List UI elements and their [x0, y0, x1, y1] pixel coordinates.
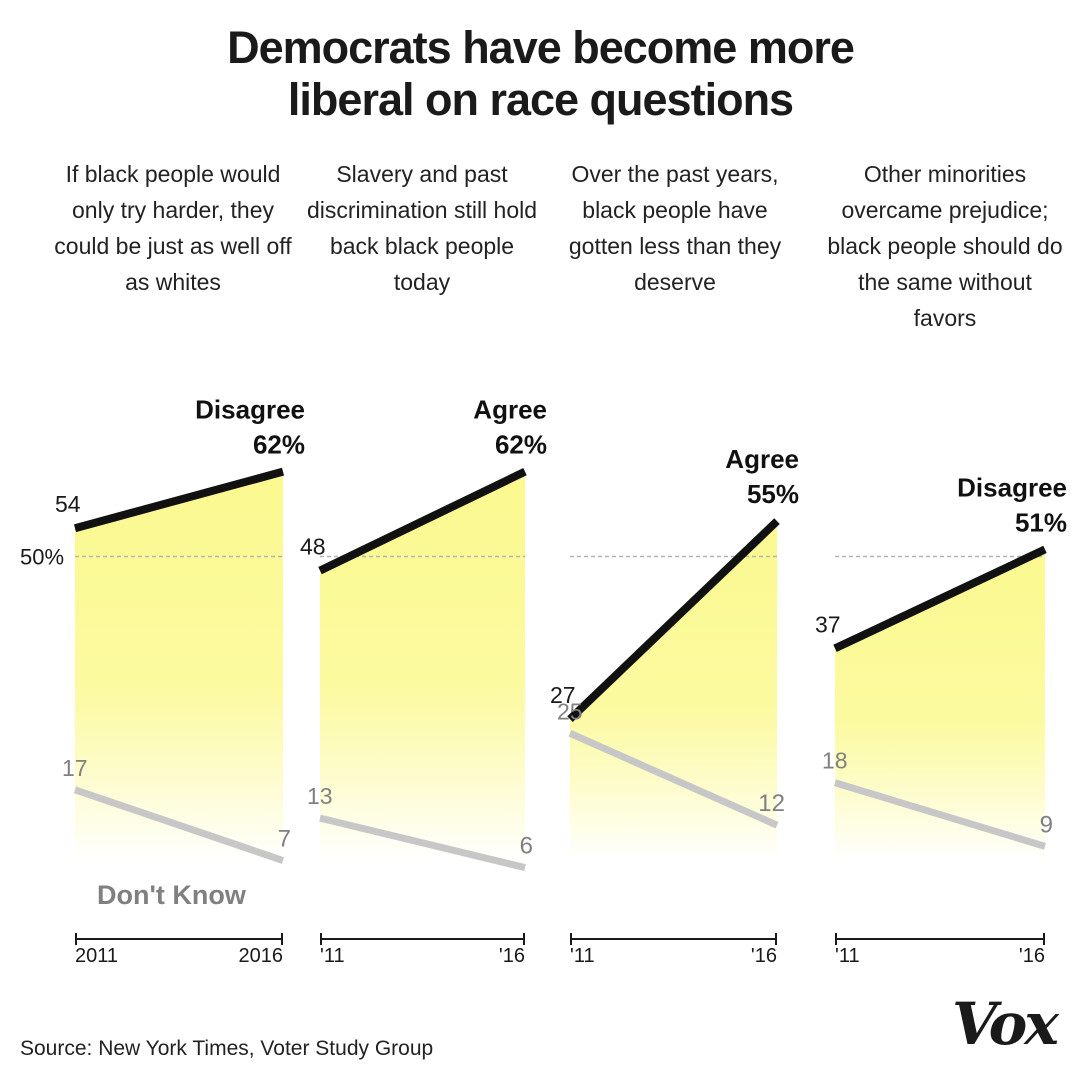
- main-end-label-name: Disagree: [957, 472, 1067, 502]
- vox-logo: Vox: [952, 990, 1059, 1058]
- area-fill: [570, 521, 777, 860]
- panel-3: 27 Agree 55% 25 12 '11 '16: [550, 444, 799, 967]
- main-start-label: 37: [815, 611, 841, 637]
- dont-know-line: [833, 779, 1047, 850]
- dont-know-line: [319, 814, 526, 871]
- title-line-1: Democrats have become more: [227, 22, 855, 73]
- dont-know-end-label: 12: [758, 790, 785, 817]
- panel-1: 54 Disagree 62% 17 7 2011 2016: [55, 395, 305, 967]
- chart-title: Democrats have become more liberal on ra…: [0, 22, 1081, 126]
- main-end-label-value: 55%: [747, 479, 799, 509]
- x-tick-label-start: '11: [320, 945, 345, 967]
- panel-2: 48 Agree 62% 13 6 '11 '16: [300, 395, 547, 967]
- main-end-label-name: Agree: [473, 395, 547, 425]
- question-2: Slavery and past discrimination still ho…: [306, 161, 538, 295]
- main-series-line: [318, 468, 527, 575]
- main-series-line: [73, 467, 285, 533]
- main-end-label-name: Agree: [725, 444, 799, 474]
- source-note: Source: New York Times, Voter Study Grou…: [20, 1037, 434, 1060]
- dont-know-end-label: 9: [1040, 811, 1053, 838]
- question-4: Other minorities overcame prejudice; bla…: [827, 161, 1063, 331]
- area-fill: [75, 471, 283, 860]
- dont-know-line: [73, 786, 285, 864]
- title-line-2: liberal on race questions: [287, 74, 794, 125]
- x-tick-label-start: '11: [570, 945, 595, 967]
- dont-know-end-label: 6: [520, 833, 533, 860]
- x-tick-label-end: '16: [1019, 945, 1045, 967]
- main-end-label-value: 51%: [1015, 507, 1067, 537]
- dont-know-line: [568, 730, 779, 829]
- main-start-label: 48: [300, 534, 326, 560]
- panel-4: 37 Disagree 51% 18 9 '11 '16: [815, 472, 1067, 967]
- main-series-line: [833, 545, 1047, 653]
- x-tick-label-start: '11: [835, 945, 860, 967]
- dont-know-end-label: 7: [278, 826, 291, 853]
- dont-know-start-label: 25: [557, 698, 583, 724]
- question-3: Over the past years, black people have g…: [568, 161, 782, 295]
- area-fill: [320, 471, 525, 860]
- main-start-label: 27: [550, 682, 576, 708]
- question-row: If black people would only try harder, t…: [0, 156, 1081, 376]
- main-series-line: [567, 518, 780, 723]
- reference-label-50: 50%: [20, 545, 64, 570]
- x-tick-label-end: '16: [499, 945, 525, 967]
- dont-know-series-label: Don't Know: [97, 880, 247, 910]
- main-start-label: 54: [55, 491, 81, 517]
- main-end-label-value: 62%: [495, 430, 547, 460]
- main-end-label-value: 62%: [253, 430, 305, 460]
- x-tick-label-start: 2011: [75, 945, 118, 967]
- x-tick-label-end: '16: [751, 945, 777, 967]
- x-tick-label-end: 2016: [239, 945, 284, 967]
- main-end-label-name: Disagree: [195, 395, 305, 425]
- dont-know-start-label: 18: [822, 748, 848, 774]
- dont-know-start-label: 13: [307, 783, 333, 809]
- dont-know-start-label: 17: [62, 755, 88, 781]
- question-1: If black people would only try harder, t…: [54, 161, 292, 295]
